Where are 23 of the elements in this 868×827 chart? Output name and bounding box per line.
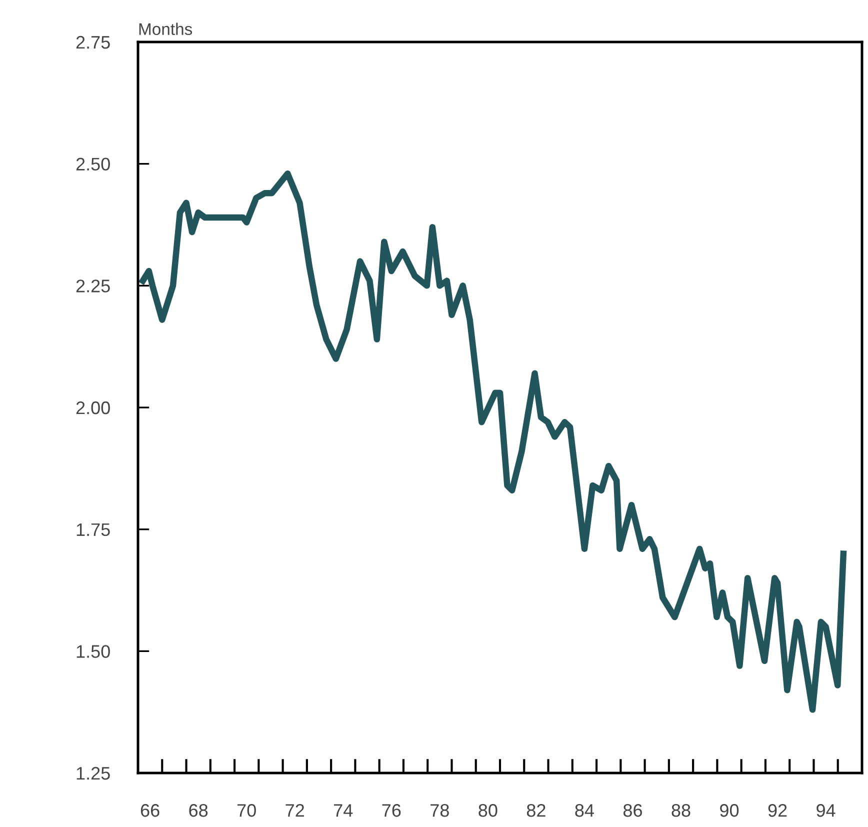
x-tick-label: 80 [478, 804, 498, 817]
y-tick-label: 1.25 [76, 766, 110, 780]
y-tick-label: 1.50 [76, 645, 110, 658]
y-axis-title: Months [139, 22, 192, 36]
y-tick-label: 2.00 [76, 401, 110, 414]
x-tick-label: 76 [382, 804, 401, 817]
x-tick-label: 68 [189, 804, 208, 817]
x-tick-label: 90 [720, 804, 739, 817]
x-tick-label: 66 [140, 804, 160, 817]
y-tick-label: 2.50 [76, 158, 110, 171]
x-tick-label: 72 [286, 804, 304, 817]
y-tick-label: 2.75 [76, 36, 110, 49]
x-tick-label: 86 [623, 804, 642, 817]
x-tick-label: 84 [575, 804, 594, 817]
x-tick-label: 74 [334, 804, 353, 817]
x-tick-label: 70 [237, 804, 256, 817]
x-tick-label: 92 [768, 804, 787, 817]
x-tick-label: 78 [430, 804, 449, 817]
x-tick-label: 82 [526, 804, 546, 817]
x-tick-label: 88 [672, 804, 690, 817]
y-tick-label: 2.25 [76, 280, 110, 292]
y-tick-label: 1.75 [76, 523, 110, 536]
x-tick-label: 94 [816, 804, 836, 817]
